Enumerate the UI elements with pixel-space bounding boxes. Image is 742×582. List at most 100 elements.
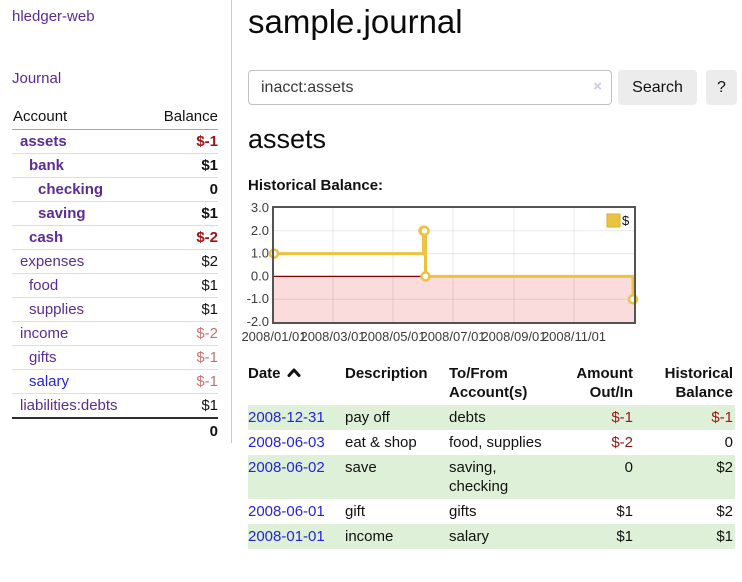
transaction-balance: 0 — [724, 434, 733, 451]
account-balance: $-1 — [196, 133, 218, 150]
transaction-row: 2008-12-31 pay off debts $-1 $-1 — [248, 405, 735, 430]
transaction-row: 2008-06-02 save saving, checking 0 $2 — [248, 455, 735, 499]
clear-search-icon[interactable]: × — [593, 78, 602, 95]
help-button[interactable]: ? — [706, 70, 737, 105]
transaction-description: income — [345, 524, 449, 549]
svg-text:2008/05/01: 2008/05/01 — [360, 329, 425, 344]
sidebar-item-journal[interactable]: Journal — [12, 70, 62, 87]
accounts-total-row: 0 — [12, 419, 218, 444]
register-header-to-from-account-s-: To/From Account(s) — [449, 365, 528, 401]
accounts-header-account: Account — [13, 108, 68, 125]
account-balance: $1 — [201, 397, 218, 414]
app-title-link[interactable]: hledger-web — [12, 8, 95, 25]
account-row-food: food $1 — [12, 274, 218, 298]
account-link[interactable]: food — [29, 277, 59, 294]
accounts-table-header: Account Balance — [12, 106, 218, 130]
account-row-gifts: gifts $-1 — [12, 346, 218, 370]
transaction-amount: 0 — [553, 455, 635, 499]
transaction-date-link[interactable]: 2008-06-01 — [248, 503, 325, 520]
svg-text:2008/09/01: 2008/09/01 — [481, 329, 546, 344]
transaction-description: pay off — [345, 405, 449, 430]
account-link[interactable]: checking — [38, 181, 104, 198]
transaction-description: gift — [345, 503, 366, 520]
transaction-balance: $-1 — [635, 405, 735, 430]
transaction-date-cell: 2008-06-02 — [248, 455, 345, 499]
search-form: × — [248, 70, 612, 105]
svg-text:2.0: 2.0 — [251, 223, 269, 238]
account-balance: $1 — [201, 157, 218, 174]
accounts-panel: Account Balance assets $-1 bank $1 checking 0… — [12, 106, 218, 444]
register-header-amount-out-in: Amount Out/In — [576, 365, 633, 401]
account-link[interactable]: assets — [20, 133, 67, 150]
register-header-date[interactable]: Date — [248, 361, 345, 405]
search-input[interactable] — [248, 70, 612, 105]
register-table: Date Description To/From Account(s) Amount Ou… — [248, 361, 735, 549]
transaction-date-link[interactable]: 2008-12-31 — [248, 409, 325, 426]
account-link[interactable]: bank — [29, 157, 65, 174]
account-link[interactable]: cash — [29, 229, 64, 246]
account-link[interactable]: income — [20, 325, 69, 342]
account-row-checking: checking 0 — [12, 178, 218, 202]
account-balance: $-1 — [196, 349, 218, 366]
account-link[interactable]: salary — [29, 373, 70, 390]
register-header-historical-balance: Historical Balance — [664, 365, 733, 401]
transaction-amount: $-2 — [611, 434, 633, 451]
transaction-amount: $1 — [553, 524, 635, 549]
accounts-header-balance: Balance — [163, 108, 218, 125]
account-balance: $-2 — [196, 325, 218, 342]
svg-text:-2.0: -2.0 — [247, 314, 269, 329]
account-link[interactable]: gifts — [29, 349, 57, 366]
svg-text:2008/03/01: 2008/03/01 — [300, 329, 365, 344]
sidebar-divider — [231, 0, 232, 443]
account-row-saving: saving $1 — [12, 202, 218, 226]
transaction-date-link[interactable]: 2008-01-01 — [248, 528, 325, 545]
account-row-liabilities-debts: liabilities:debts $1 — [12, 394, 218, 419]
transaction-row: 2008-06-01 gift gifts $1 $2 — [248, 499, 735, 524]
account-link[interactable]: supplies — [29, 301, 85, 318]
transaction-date-cell: 2008-01-01 — [248, 524, 345, 549]
svg-text:-1.0: -1.0 — [247, 291, 269, 306]
account-balance: $1 — [201, 277, 218, 294]
svg-text:2008/07/01: 2008/07/01 — [420, 329, 485, 344]
account-balance: 0 — [209, 181, 218, 198]
account-row-supplies: supplies $1 — [12, 298, 218, 322]
svg-text:0.0: 0.0 — [251, 268, 269, 283]
transaction-amount: $1 — [616, 503, 633, 520]
account-balance: $2 — [201, 253, 218, 270]
account-link[interactable]: saving — [38, 205, 86, 222]
transaction-date-cell: 2008-06-01 — [248, 499, 345, 524]
transaction-date-cell: 2008-12-31 — [248, 405, 345, 430]
register-header-description: Description — [345, 365, 428, 382]
transaction-row: 2008-01-01 income salary $1 $1 — [248, 524, 735, 549]
account-row-expenses: expenses $2 — [12, 250, 218, 274]
account-heading: assets — [248, 124, 327, 154]
page-title: sample.journal — [248, 3, 463, 40]
transaction-accounts: gifts — [449, 503, 477, 520]
account-row-income: income $-2 — [12, 322, 218, 346]
accounts-rows: assets $-1 bank $1 checking 0 saving $1 cash $-2 e… — [12, 130, 218, 419]
account-row-cash: cash $-2 — [12, 226, 218, 250]
svg-text:2008/01/01: 2008/01/01 — [241, 329, 306, 344]
transaction-date-cell: 2008-06-03 — [248, 430, 345, 455]
account-balance: $1 — [201, 301, 218, 318]
search-button[interactable]: Search — [618, 70, 697, 105]
transaction-date-link[interactable]: 2008-06-03 — [248, 434, 325, 451]
account-link[interactable]: liabilities:debts — [20, 397, 118, 414]
transaction-accounts: food, supplies — [449, 434, 542, 451]
sort-ascending-icon — [287, 368, 301, 377]
transaction-balance: $2 — [716, 503, 733, 520]
accounts-total-value: 0 — [209, 423, 218, 440]
account-row-bank: bank $1 — [12, 154, 218, 178]
account-link[interactable]: expenses — [20, 253, 85, 270]
transaction-description: eat & shop — [345, 434, 417, 451]
transaction-row: 2008-06-03 eat & shop food, supplies $-2 0 — [248, 430, 735, 455]
chart-title: Historical Balance: — [248, 177, 384, 194]
account-balance: $-2 — [196, 229, 218, 246]
transaction-date-link[interactable]: 2008-06-02 — [248, 459, 325, 476]
transaction-balance: $1 — [635, 524, 735, 549]
account-row-salary: salary $-1 — [12, 370, 218, 394]
svg-text:$: $ — [622, 213, 630, 228]
account-balance: $1 — [201, 205, 218, 222]
transaction-amount: $-1 — [553, 405, 635, 430]
